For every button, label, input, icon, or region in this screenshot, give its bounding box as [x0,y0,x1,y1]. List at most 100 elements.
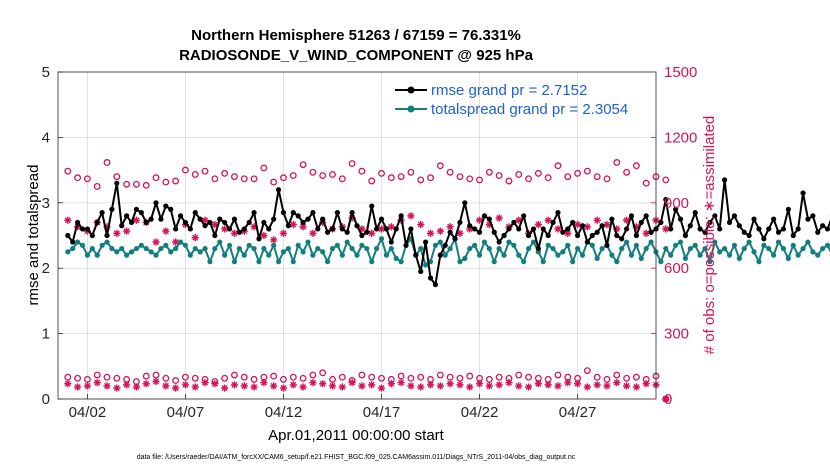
assimilated-obs-marker [289,221,297,229]
possible-obs-marker [358,167,366,175]
possible-obs-marker-low [466,372,474,380]
rmse-point [565,226,571,232]
assimilated-obs-marker [475,216,484,224]
y-tick-label-left: 5 [42,64,50,81]
rmse-point [677,216,684,222]
assimilated-obs-marker-low [642,380,650,388]
star-stroke [584,223,591,230]
assimilated-obs-marker-low [113,384,121,392]
rmse-point [771,216,777,222]
rmse-point [173,226,179,232]
totalspread-point [153,252,159,258]
rmse-point [525,232,532,239]
rmse-point [452,236,458,242]
rmse-point [824,226,830,232]
assimilated-obs-marker-low [554,382,562,390]
totalspread-point [393,255,399,261]
assimilated-obs-marker-low [123,381,131,389]
rmse-point [775,229,782,235]
star-stroke [603,221,611,228]
totalspread-point [271,242,277,248]
rmse-point [231,216,238,222]
possible-obs-marker-low [162,374,170,382]
totalspread-point [775,239,782,245]
rmse-line [67,178,830,286]
totalspread-point [673,242,679,248]
x-tick-label: 04/02 [69,404,107,421]
totalspread-point [501,252,507,258]
rmse-point [124,213,130,219]
rmse-point [511,219,517,226]
star-stroke [260,379,267,386]
assimilated-obs-marker-low [417,383,425,391]
assimilated-obs-marker-low [397,379,405,387]
rmse-point [349,210,355,216]
assimilated-obs-marker-low [368,381,376,389]
rmse-point [815,229,821,235]
rmse-point [579,223,586,229]
y-tick-label-right: 1500 [664,64,697,81]
possible-obs-marker [378,169,385,177]
star-stroke [594,381,601,388]
possible-obs-marker-low [593,373,601,381]
possible-obs-marker-low [397,372,405,380]
totalspread-point [128,249,135,255]
totalspread-point [423,262,429,268]
star-stroke [251,383,258,391]
assimilated-obs-marker-low [152,377,160,386]
totalspread-point [766,245,772,252]
totalspread-point [290,259,296,265]
possible-obs-marker [564,173,572,181]
assimilated-obs-marker-low [289,381,297,389]
star-stroke [211,380,218,387]
possible-obs-marker [662,176,670,184]
totalspread-point [574,245,581,252]
rmse-point [535,245,541,252]
rmse-point [638,219,644,226]
possible-obs-marker [260,164,268,172]
star-stroke [309,230,316,237]
assimilated-obs-marker [554,225,562,233]
totalspread-point [192,245,198,252]
star-stroke [486,382,493,389]
assimilated-obs-marker-low [64,380,72,388]
rmse-point [476,229,483,235]
totalspread-point [623,239,630,245]
rmse-point [462,200,468,206]
star-stroke [496,215,503,222]
rmse-point [285,223,291,229]
possible-obs-marker [231,173,238,181]
rmse-point [359,232,365,239]
totalspread-point [677,239,684,245]
star-stroke [290,221,297,228]
totalspread-point [790,242,796,248]
star-stroke [447,380,454,387]
rmse-point [398,213,404,219]
possible-obs-marker [103,159,111,166]
totalspread-point [457,259,463,265]
totalspread-point [315,245,321,252]
totalspread-point [285,245,291,252]
possible-obs-marker [583,167,591,175]
totalspread-point [511,242,517,248]
star-stroke [113,230,120,237]
assimilated-obs-marker-low [319,380,327,388]
legend-rmse-label: rmse grand pr = 2.7152 [431,82,587,99]
rmse-point [780,226,787,232]
totalspread-point [212,245,218,252]
totalspread-point [207,259,213,265]
totalspread-point [364,245,370,252]
possible-obs-marker [83,175,91,183]
star-stroke [192,234,199,241]
y-tick-label-left: 2 [42,260,50,277]
totalspread-point [741,245,747,252]
totalspread-point [692,242,698,248]
assimilated-obs-marker [417,221,425,229]
y-axis-label-right: # of obs: o=possible; ∗=assimilated [701,116,718,355]
assimilated-obs-marker [387,223,395,231]
possible-obs-marker [387,174,395,182]
totalspread-point [133,245,140,252]
assimilated-obs-marker [495,214,503,222]
totalspread-point [643,245,649,252]
legend-spread-marker [407,105,415,113]
